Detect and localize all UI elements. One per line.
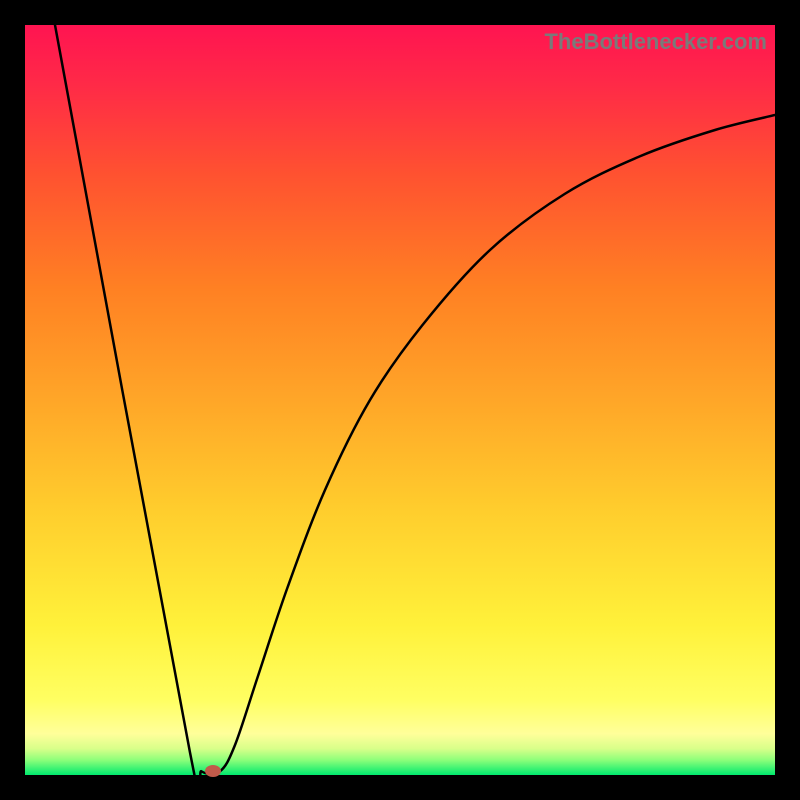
bottleneck-curve [55,25,775,775]
plot-area [25,25,775,775]
watermark-text: TheBottlenecker.com [544,29,767,55]
curve-svg [25,25,775,775]
optimal-marker [205,765,221,777]
chart-frame: TheBottlenecker.com [0,0,800,800]
